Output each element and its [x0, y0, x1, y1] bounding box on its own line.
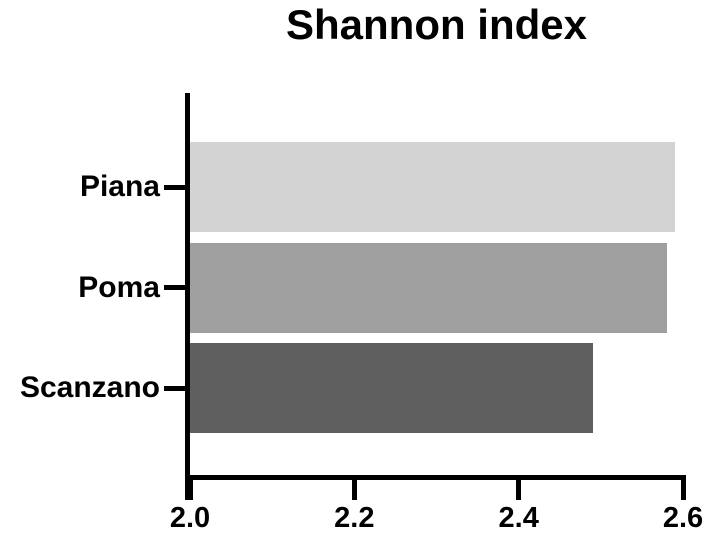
x-tick-2.2	[351, 480, 357, 500]
y-tick-scanzano	[164, 385, 185, 391]
category-label-piana: Piana	[79, 170, 160, 203]
chart-title: Shannon index	[285, 1, 587, 48]
category-label-scanzano: Scanzano	[19, 371, 160, 404]
x-tick-label-2.0: 2.0	[169, 502, 211, 534]
y-tick-poma	[164, 285, 185, 290]
y-axis-line	[185, 93, 190, 500]
x-tick-2.4	[516, 480, 522, 500]
x-tick-label-2.4: 2.4	[498, 502, 539, 534]
x-tick-label-2.6: 2.6	[662, 502, 704, 534]
bar-piana	[190, 142, 675, 232]
x-tick-label-2.2: 2.2	[334, 502, 375, 534]
x-axis-line	[185, 475, 686, 480]
x-tick-2.0	[187, 480, 193, 500]
x-tick-2.6	[680, 480, 686, 500]
bar-poma	[190, 242, 667, 333]
y-tick-piana	[164, 184, 185, 190]
category-label-poma: Poma	[78, 270, 160, 304]
bar-scanzano	[190, 343, 593, 433]
